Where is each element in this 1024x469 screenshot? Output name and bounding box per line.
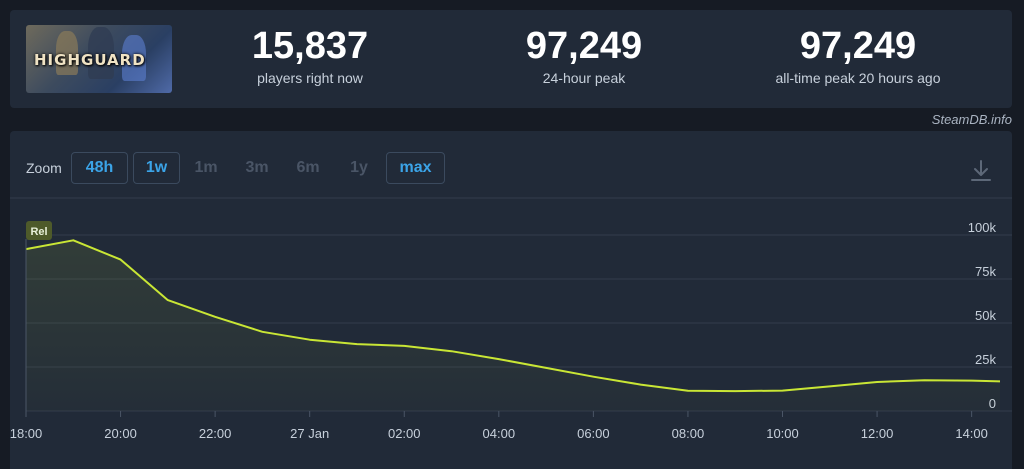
stat-value: 15,837 [251, 25, 369, 67]
stat-24h-peak: 97,249 24-hour peak [484, 26, 684, 86]
zoom-3m-button[interactable]: 3m [237, 152, 277, 184]
zoom-1w-button[interactable]: 1w [133, 152, 180, 184]
character-figure [88, 27, 114, 79]
stat-players-now: 15,837 players right now [210, 26, 410, 86]
download-icon[interactable] [970, 159, 992, 183]
zoom-6m-button[interactable]: 6m [288, 152, 328, 184]
stat-value: 97,249 [799, 25, 917, 67]
x-tick-label: 08:00 [672, 426, 705, 441]
release-badge-label: Rel [30, 226, 47, 238]
x-tick-label: 27 Jan [290, 426, 329, 441]
y-tick-label: 25k [975, 352, 996, 367]
y-tick-label: 75k [975, 264, 996, 279]
x-tick-label: 18:00 [10, 426, 42, 441]
x-tick-label: 22:00 [199, 426, 232, 441]
stat-value: 97,249 [525, 25, 643, 67]
x-tick-label: 14:00 [955, 426, 988, 441]
series-line [25, 239, 1001, 393]
x-tick-label: 12:00 [861, 426, 894, 441]
stat-label: players right now [257, 70, 363, 86]
x-tick-label: 04:00 [483, 426, 516, 441]
series-area [26, 240, 1000, 411]
chart-card: Zoom 48h 1w 1m 3m 6m 1y max 025k50k75k10… [10, 131, 1012, 469]
zoom-label: Zoom [26, 160, 62, 176]
zoom-1y-button[interactable]: 1y [340, 152, 378, 184]
y-tick-label: 50k [975, 308, 996, 323]
zoom-max-button[interactable]: max [386, 152, 445, 184]
zoom-1m-button[interactable]: 1m [186, 152, 226, 184]
game-logo-text: HIGHGUARD [34, 51, 146, 69]
game-capsule-image[interactable]: HIGHGUARD [26, 25, 172, 93]
credit-link[interactable]: SteamDB.info [931, 112, 1012, 127]
character-figure [56, 31, 78, 75]
release-badge[interactable] [26, 221, 52, 240]
x-tick-label: 20:00 [104, 426, 137, 441]
x-tick-label: 10:00 [766, 426, 799, 441]
stats-card: HIGHGUARD 15,837 players right now 97,24… [10, 10, 1012, 108]
stat-all-time-peak: 97,249 all-time peak 20 hours ago [758, 26, 958, 86]
x-tick-label: 02:00 [388, 426, 421, 441]
y-tick-label: 100k [968, 220, 997, 235]
stat-label: 24-hour peak [542, 70, 626, 86]
zoom-48h-button[interactable]: 48h [71, 152, 128, 184]
character-figure [122, 35, 146, 81]
x-tick-label: 06:00 [577, 426, 610, 441]
stat-label: all-time peak 20 hours ago [775, 70, 941, 86]
